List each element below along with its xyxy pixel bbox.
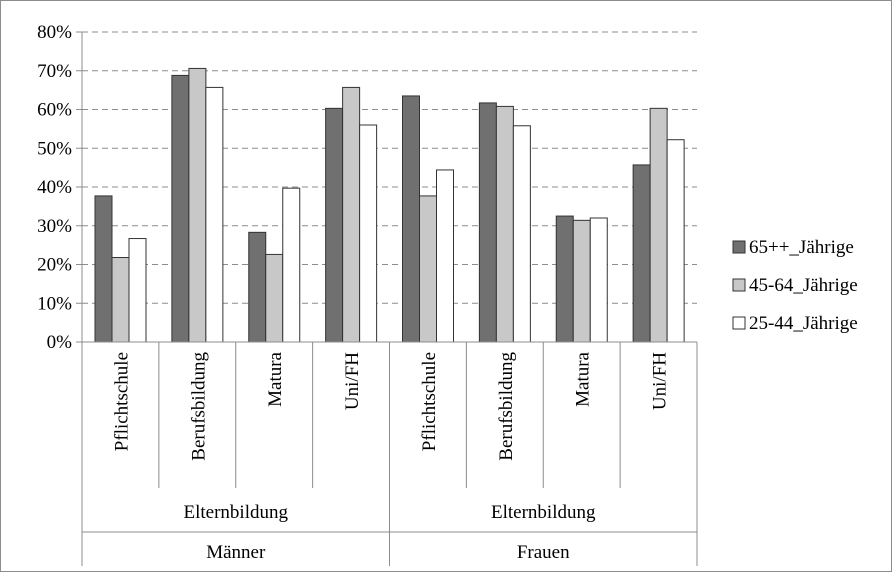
category-group-label: Elternbildung (491, 502, 596, 523)
category-label: Uni/FH (650, 352, 671, 410)
bar-45-64_Jährige-Matura (265, 253, 284, 343)
legend: 65++_Jährige 45-64_Jährige 25-44_Jährige (732, 237, 858, 334)
bar-25-44_Jährige-Uni/FH (666, 139, 685, 343)
outer-group-label: Frauen (517, 542, 570, 563)
bar-65++_Jährige-Berufsbildung (478, 102, 497, 343)
legend-label: 45-64_Jährige (749, 275, 858, 296)
y-tick-label: 70% (37, 61, 72, 82)
bar-45-64_Jährige-Uni/FH (649, 107, 668, 343)
category-label: Pflichtschule (111, 352, 132, 451)
bar-65++_Jährige-Uni/FH (325, 107, 344, 343)
category-label: Berufsbildung (188, 352, 209, 461)
bar-65++_Jährige-Pflichtschule (402, 95, 420, 343)
bar-25-44_Jährige-Uni/FH (359, 124, 378, 343)
outer-group-label: Männer (206, 542, 266, 563)
axes (76, 31, 698, 566)
legend-swatch (732, 316, 746, 330)
bar-25-44_Jährige-Pflichtschule (436, 169, 454, 343)
legend-swatch (732, 240, 746, 254)
legend-label: 25-44_Jährige (749, 313, 858, 334)
bar-45-64_Jährige-Pflichtschule (419, 195, 437, 343)
bars (94, 67, 685, 343)
bar-65++_Jährige-Matura (248, 231, 267, 343)
bar-45-64_Jährige-Berufsbildung (188, 67, 207, 343)
bar-65++_Jährige-Uni/FH (632, 164, 651, 343)
legend-swatch (732, 278, 746, 292)
bar-45-64_Jährige-Matura (572, 219, 591, 343)
y-tick-label: 30% (37, 216, 72, 237)
category-label: Matura (265, 351, 286, 406)
bar-45-64_Jährige-Uni/FH (342, 86, 361, 343)
y-tick-label: 10% (37, 293, 72, 314)
y-tick-label: 20% (37, 255, 72, 276)
bar-65++_Jährige-Pflichtschule (94, 195, 113, 343)
category-label: Pflichtschule (419, 352, 440, 451)
bar-25-44_Jährige-Berufsbildung (205, 86, 224, 343)
axis-labels: 0% 10% 20% 30% 40% 50% 60% 70% 80% Pflichtschule B… (37, 22, 670, 563)
y-tick-label: 40% (37, 177, 72, 198)
bar-25-44_Jährige-Berufsbildung (512, 125, 531, 343)
bar-65++_Jährige-Matura (555, 215, 574, 343)
y-tick-label: 80% (37, 22, 72, 43)
bar-25-44_Jährige-Matura (589, 217, 608, 343)
category-label: Berufsbildung (496, 352, 517, 461)
bar-65++_Jährige-Berufsbildung (171, 74, 190, 343)
y-tick-label: 60% (37, 100, 72, 121)
category-label: Uni/FH (342, 352, 363, 410)
category-label: Matura (573, 351, 594, 406)
category-group-label: Elternbildung (184, 502, 289, 523)
bar-45-64_Jährige-Pflichtschule (111, 257, 130, 343)
legend-label: 65++_Jährige (749, 237, 854, 258)
bar-25-44_Jährige-Matura (282, 187, 301, 343)
bar-25-44_Jährige-Pflichtschule (128, 238, 147, 343)
y-tick-label: 0% (47, 332, 73, 353)
bar-45-64_Jährige-Berufsbildung (495, 105, 514, 343)
y-tick-label: 50% (37, 138, 72, 159)
